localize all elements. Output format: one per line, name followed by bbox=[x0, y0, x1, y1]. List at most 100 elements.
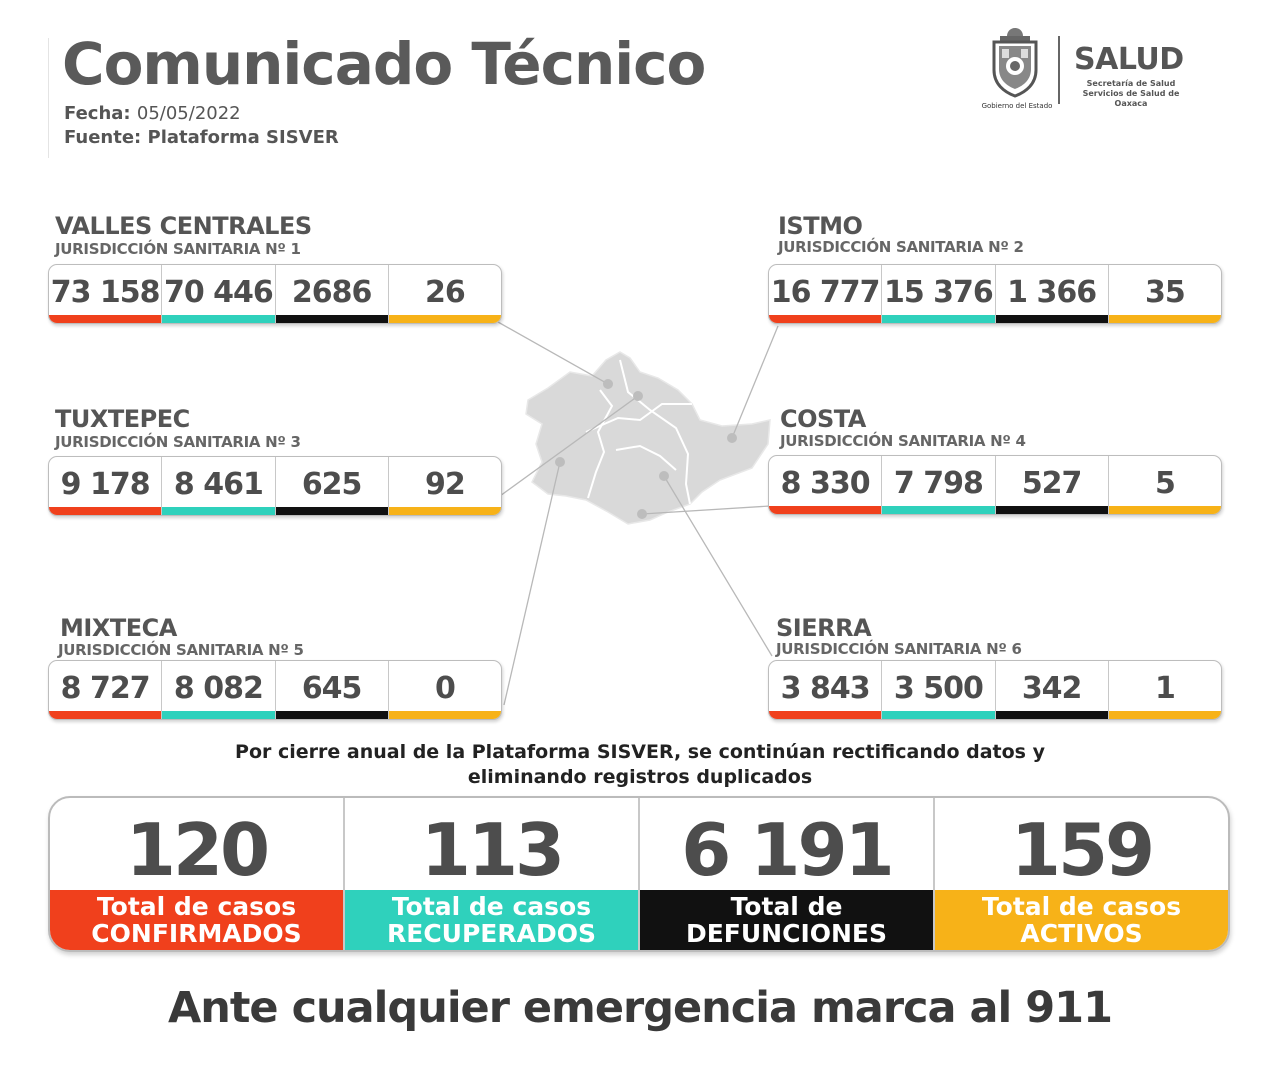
confirmados-value: 8 727 bbox=[60, 671, 151, 706]
defunciones-value: 342 bbox=[1021, 671, 1083, 706]
header-divider bbox=[48, 38, 49, 158]
recuperados-bar bbox=[882, 711, 995, 719]
recuperados-value: 7 798 bbox=[893, 466, 984, 501]
defunciones-bar bbox=[995, 315, 1108, 323]
fuente-line: Fuente: Plataforma SISVER bbox=[64, 127, 339, 148]
activos-bar bbox=[388, 507, 501, 515]
region-card-istmo: 16 777 15 376 1 366 35 bbox=[768, 264, 1222, 324]
region-card-mixteca: 8 727 8 082 645 0 bbox=[48, 660, 502, 720]
recuperados-bar bbox=[882, 506, 995, 514]
recuperados-cell: 7 798 bbox=[882, 456, 996, 514]
defunciones-cell: 342 bbox=[995, 661, 1109, 719]
activos-cell: 1 bbox=[1108, 661, 1221, 719]
confirmados-cell: 16 777 bbox=[769, 265, 883, 323]
fecha-value: 05/05/2022 bbox=[136, 103, 241, 124]
total-activos: 159 Total de casos ACTIVOS bbox=[935, 798, 1228, 950]
defunciones-bar bbox=[995, 506, 1108, 514]
confirmados-bar bbox=[769, 711, 882, 719]
secretaria-label: Secretaría de Salud bbox=[1086, 79, 1176, 88]
defunciones-cell: 527 bbox=[995, 456, 1109, 514]
recuperados-cell: 8 461 bbox=[162, 457, 276, 515]
oaxaca-map bbox=[497, 321, 779, 706]
confirmados-value: 73 158 bbox=[50, 275, 161, 310]
total-defunciones: 6 191 Total de DEFUNCIONES bbox=[640, 798, 935, 950]
recuperados-cell: 8 082 bbox=[162, 661, 276, 719]
defunciones-cell: 625 bbox=[275, 457, 389, 515]
total-confirmados: 120 013 Total de casos CONFIRMADOS bbox=[50, 798, 345, 950]
total-activos-value: 159 bbox=[1010, 808, 1155, 892]
region-name-sierra: SIERRA bbox=[776, 614, 872, 642]
region-name-istmo: ISTMO bbox=[778, 212, 863, 240]
total-defunciones-label-2: DEFUNCIONES bbox=[685, 919, 888, 948]
activos-bar bbox=[388, 711, 501, 719]
logo-divider bbox=[1058, 36, 1060, 104]
confirmados-bar bbox=[49, 315, 162, 323]
region-name-tuxtepec: TUXTEPEC bbox=[55, 405, 190, 433]
confirmados-bar bbox=[769, 506, 882, 514]
total-recuperados-label-2: RECUPERADOS bbox=[387, 919, 596, 948]
recuperados-bar bbox=[162, 507, 275, 515]
total-activos-label: Total de casos ACTIVOS bbox=[935, 890, 1228, 950]
confirmados-cell: 8 330 bbox=[769, 456, 883, 514]
defunciones-value: 625 bbox=[301, 467, 363, 502]
defunciones-value: 2686 bbox=[291, 275, 373, 310]
page-title: Comunicado Técnico bbox=[62, 30, 706, 98]
emergency-message: Ante cualquier emergencia marca al 911 bbox=[167, 983, 1113, 1033]
activos-bar bbox=[1108, 506, 1221, 514]
region-card-tuxtepec: 9 178 8 461 625 92 bbox=[48, 456, 502, 516]
recuperados-cell: 15 376 bbox=[882, 265, 996, 323]
defunciones-value: 645 bbox=[301, 671, 363, 706]
servicios-label: Servicios de Salud de Oaxaca bbox=[1082, 89, 1180, 108]
fuente-label: Fuente: bbox=[64, 127, 142, 148]
total-confirmados-label-2: CONFIRMADOS bbox=[91, 919, 302, 948]
salud-wordmark: SALUD bbox=[1074, 42, 1184, 77]
defunciones-cell: 645 bbox=[275, 661, 389, 719]
confirmados-bar bbox=[769, 315, 882, 323]
activos-cell: 92 bbox=[388, 457, 501, 515]
defunciones-value: 527 bbox=[1021, 466, 1083, 501]
confirmados-bar bbox=[49, 507, 162, 515]
confirmados-value: 8 330 bbox=[780, 466, 871, 501]
fecha-label: Fecha: bbox=[64, 103, 131, 124]
defunciones-cell: 1 366 bbox=[995, 265, 1109, 323]
gobierno-label: Gobierno del Estado bbox=[981, 102, 1053, 110]
recuperados-cell: 3 500 bbox=[882, 661, 996, 719]
confirmados-cell: 3 843 bbox=[769, 661, 883, 719]
total-recuperados: 113 663 Total de casos RECUPERADOS bbox=[345, 798, 640, 950]
confirmados-value: 3 843 bbox=[780, 671, 871, 706]
region-card-costa: 8 330 7 798 527 5 bbox=[768, 455, 1222, 515]
confirmados-cell: 8 727 bbox=[49, 661, 163, 719]
region-jur-valles: JURISDICCIÓN SANITARIA Nº 1 bbox=[55, 240, 301, 258]
recuperados-bar bbox=[162, 711, 275, 719]
recuperados-value: 15 376 bbox=[883, 275, 994, 310]
total-defunciones-label-1: Total de bbox=[730, 892, 843, 921]
defunciones-bar bbox=[275, 315, 388, 323]
salud-subtitle: Secretaría de Salud Servicios de Salud d… bbox=[1070, 79, 1192, 109]
defunciones-bar bbox=[275, 507, 388, 515]
total-confirmados-label: Total de casos CONFIRMADOS bbox=[50, 890, 343, 950]
confirmados-cell: 9 178 bbox=[49, 457, 163, 515]
activos-value: 1 bbox=[1154, 671, 1176, 706]
recuperados-value: 3 500 bbox=[893, 671, 984, 706]
total-recuperados-label-1: Total de casos bbox=[391, 892, 592, 921]
activos-cell: 5 bbox=[1108, 456, 1221, 514]
activos-value: 92 bbox=[425, 467, 466, 502]
defunciones-bar bbox=[995, 711, 1108, 719]
activos-value: 0 bbox=[434, 671, 456, 706]
total-confirmados-label-1: Total de casos bbox=[96, 892, 297, 921]
oaxaca-seal-icon bbox=[992, 28, 1038, 98]
region-jur-tuxtepec: JURISDICCIÓN SANITARIA Nº 3 bbox=[55, 433, 301, 451]
total-activos-label-1: Total de casos bbox=[981, 892, 1182, 921]
activos-cell: 26 bbox=[388, 265, 501, 323]
activos-cell: 35 bbox=[1108, 265, 1221, 323]
region-jur-mixteca: JURISDICCIÓN SANITARIA Nº 5 bbox=[58, 641, 304, 659]
activos-value: 35 bbox=[1145, 275, 1186, 310]
region-jur-costa: JURISDICCIÓN SANITARIA Nº 4 bbox=[780, 432, 1026, 450]
fecha-line: Fecha: 05/05/2022 bbox=[64, 103, 241, 124]
region-card-valles: 73 158 70 446 2686 26 bbox=[48, 264, 502, 324]
region-name-valles: VALLES CENTRALES bbox=[55, 212, 312, 240]
confirmados-value: 16 777 bbox=[770, 275, 881, 310]
region-card-sierra: 3 843 3 500 342 1 bbox=[768, 660, 1222, 720]
activos-value: 26 bbox=[425, 275, 466, 310]
defunciones-cell: 2686 bbox=[275, 265, 389, 323]
